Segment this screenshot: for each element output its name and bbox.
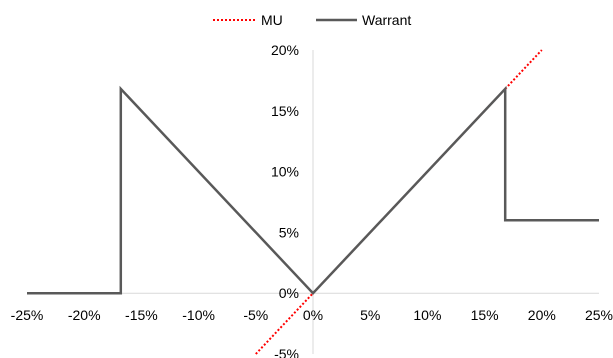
x-tick-label: -25%	[11, 307, 44, 323]
legend: MU Warrant	[213, 12, 411, 28]
y-tick-label: 5%	[279, 224, 299, 240]
series-line-warrant	[27, 85, 599, 296]
x-tick-label: 20%	[528, 307, 556, 323]
x-tick-label: 15%	[471, 307, 499, 323]
tick-labels: -25% -20% -15% -10% -5% 0% 5% 10% 15% 20% 25% -5% 0%…	[11, 42, 613, 358]
legend-label-mu: MU	[261, 12, 283, 28]
y-tick-label: 0%	[279, 285, 299, 301]
x-tick-label: -10%	[182, 307, 215, 323]
x-tick-label: -15%	[125, 307, 158, 323]
x-tick-label: 25%	[585, 307, 613, 323]
x-tick-label: -20%	[68, 307, 101, 323]
y-tick-label: -5%	[274, 346, 299, 358]
legend-label-warrant: Warrant	[362, 12, 411, 28]
x-tick-label: 0%	[303, 307, 323, 323]
series-group	[27, 49, 599, 355]
y-tick-label: 10%	[271, 164, 299, 180]
x-tick-label: 10%	[413, 307, 441, 323]
x-tick-label: 5%	[360, 307, 380, 323]
y-tick-label: 15%	[271, 103, 299, 119]
x-tick-label: -5%	[243, 307, 268, 323]
y-tick-label: 20%	[271, 42, 299, 58]
